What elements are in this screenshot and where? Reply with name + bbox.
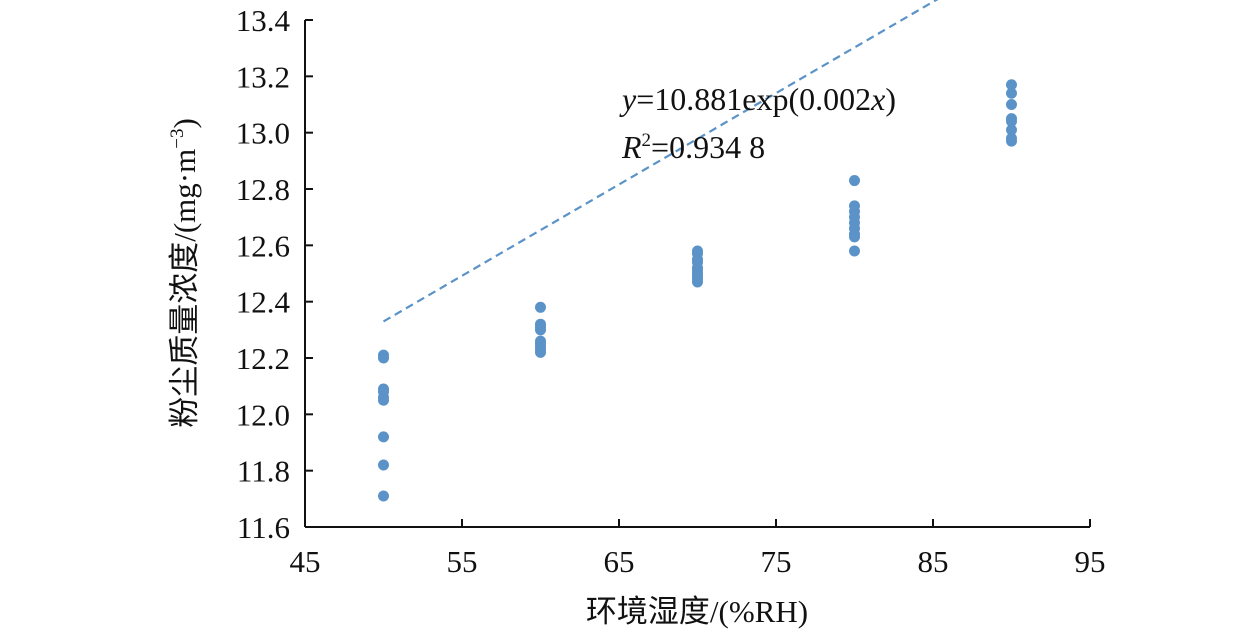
data-point	[849, 231, 860, 243]
data-point	[692, 276, 703, 288]
x-tick-label: 75	[761, 544, 792, 579]
x-tick-label: 85	[918, 544, 949, 579]
data-point	[1006, 124, 1017, 136]
data-point	[378, 394, 389, 406]
y-tick-label: 11.8	[237, 454, 290, 489]
data-point	[1006, 79, 1017, 91]
y-tick-label: 11.6	[237, 510, 290, 545]
y-axis-title: 粉尘质量浓度/(mg·m−3)	[167, 118, 202, 428]
y-tick-label: 12.6	[236, 228, 290, 263]
trendline-equation: y=10.881exp(0.002x)	[619, 81, 896, 117]
x-tick-label: 45	[290, 544, 321, 579]
x-tick-label: 55	[447, 544, 478, 579]
x-axis-title: 环境湿度/(%RH)	[586, 594, 808, 629]
data-point	[535, 301, 546, 313]
y-tick-label: 12.4	[236, 285, 291, 320]
data-point	[535, 346, 546, 358]
data-point	[535, 324, 546, 336]
y-tick-label: 13.4	[236, 3, 291, 38]
trendline	[382, 0, 939, 323]
axes	[304, 20, 1090, 528]
y-tick-label: 12.0	[236, 397, 290, 432]
data-point	[849, 245, 860, 257]
x-tick-label: 95	[1075, 544, 1106, 579]
r-squared-label: R2=0.934 8	[621, 129, 765, 165]
data-point	[378, 352, 389, 364]
data-point	[1006, 115, 1017, 127]
y-tick-label: 12.2	[236, 341, 290, 376]
y-tick-label: 12.8	[236, 172, 290, 207]
data-point	[378, 431, 389, 443]
y-tick-label: 13.2	[236, 59, 290, 94]
data-point	[1006, 135, 1017, 147]
data-point	[1006, 99, 1017, 110]
data-point	[1006, 87, 1017, 99]
y-tick-label: 13.0	[236, 116, 290, 151]
data-point	[378, 490, 389, 502]
data-point	[378, 459, 389, 471]
x-tick-label: 65	[604, 544, 635, 579]
data-point	[849, 175, 860, 187]
